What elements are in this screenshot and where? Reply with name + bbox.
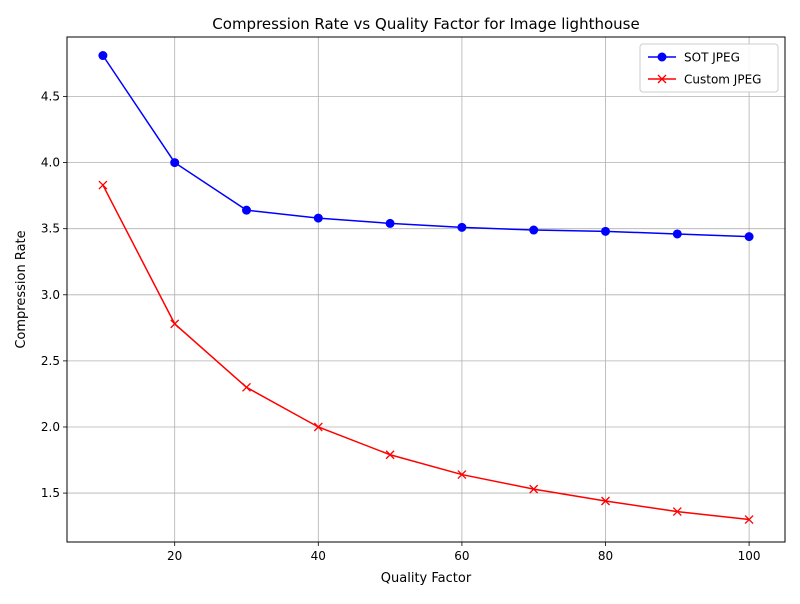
data-point-sot-jpeg: [601, 226, 610, 236]
x-marker-stroke: [672, 507, 682, 517]
legend-label: SOT JPEG: [684, 51, 740, 65]
data-point-custom-jpeg: [98, 180, 108, 190]
data-point-sot-jpeg: [457, 222, 467, 232]
x-tick-label: 100: [738, 549, 761, 563]
data-point-custom-jpeg: [529, 484, 539, 494]
legend-box: [639, 43, 779, 93]
series-layer: [98, 51, 754, 524]
data-point-custom-jpeg: [744, 515, 754, 524]
legend-label: Custom JPEG: [684, 73, 761, 87]
y-tick-label: 1.5: [41, 486, 60, 500]
y-tick-label: 3.0: [41, 288, 60, 302]
data-point-custom-jpeg: [170, 319, 180, 329]
legend-item-sot-jpeg: SOT JPEG: [648, 51, 740, 65]
x-marker-stroke: [457, 470, 467, 480]
data-point-sot-jpeg: [313, 213, 323, 223]
legend: SOT JPEG Custom JPEG: [639, 43, 779, 93]
chart-title: Compression Rate vs Quality Factor for I…: [212, 15, 639, 33]
x-marker-stroke: [385, 450, 395, 460]
data-point-custom-jpeg: [242, 382, 251, 392]
data-point-custom-jpeg: [672, 507, 682, 517]
series-line-sot-jpeg: [102, 55, 750, 238]
y-tick-label: 2.0: [41, 420, 60, 434]
x-marker-stroke: [601, 496, 610, 506]
ticks: 20 40 60 80 100 1.5 2.0 2.5 3.0 3.5 4.0 4.5: [41, 89, 761, 563]
x-marker-stroke: [313, 422, 323, 432]
data-point-custom-jpeg: [313, 422, 323, 432]
x-marker-stroke: [170, 319, 180, 329]
x-tick-label: 80: [598, 549, 613, 563]
y-tick-label: 4.0: [41, 156, 60, 170]
data-point-sot-jpeg: [529, 225, 539, 235]
data-point-sot-jpeg: [672, 229, 682, 239]
data-point-sot-jpeg: [385, 218, 395, 228]
x-marker-stroke: [98, 180, 108, 190]
data-point-custom-jpeg: [457, 470, 467, 480]
series-line-custom-jpeg: [102, 184, 750, 521]
x-marker-stroke: [744, 515, 754, 524]
x-marker-stroke: [529, 484, 539, 494]
x-tick-label: 60: [454, 549, 469, 563]
x-tick-label: 20: [167, 549, 182, 563]
x-tick-label: 40: [311, 549, 326, 563]
y-tick-label: 4.5: [41, 89, 60, 103]
legend-marker: [657, 52, 667, 62]
grid: [67, 37, 785, 542]
data-point-sot-jpeg: [170, 158, 180, 168]
data-point-sot-jpeg: [744, 232, 754, 242]
series-sot-jpeg: [98, 51, 754, 242]
legend-marker: [657, 74, 667, 84]
data-point-sot-jpeg: [98, 51, 108, 61]
y-tick-label: 3.5: [41, 222, 60, 236]
x-marker-stroke: [657, 74, 667, 84]
x-marker-stroke: [242, 382, 251, 392]
data-point-custom-jpeg: [601, 496, 610, 506]
data-point-sot-jpeg: [242, 205, 251, 215]
plot-frame: [66, 36, 786, 543]
x-axis-label: Quality Factor: [381, 571, 472, 586]
series-custom-jpeg: [98, 180, 754, 524]
legend-item-custom-jpeg: Custom JPEG: [648, 73, 761, 87]
y-tick-label: 2.5: [41, 354, 60, 368]
data-point-custom-jpeg: [385, 450, 395, 460]
y-axis-label: Compression Rate: [14, 230, 29, 348]
